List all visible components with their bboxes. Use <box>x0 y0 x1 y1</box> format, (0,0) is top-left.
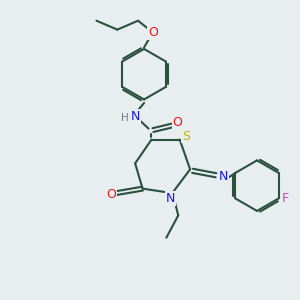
Text: N: N <box>219 170 228 183</box>
Text: O: O <box>148 26 158 39</box>
Text: O: O <box>173 116 183 129</box>
Text: N: N <box>130 110 140 123</box>
Text: S: S <box>182 130 190 142</box>
Text: H: H <box>121 113 129 123</box>
Text: O: O <box>106 188 116 201</box>
Text: F: F <box>282 192 289 206</box>
Text: N: N <box>166 192 176 205</box>
